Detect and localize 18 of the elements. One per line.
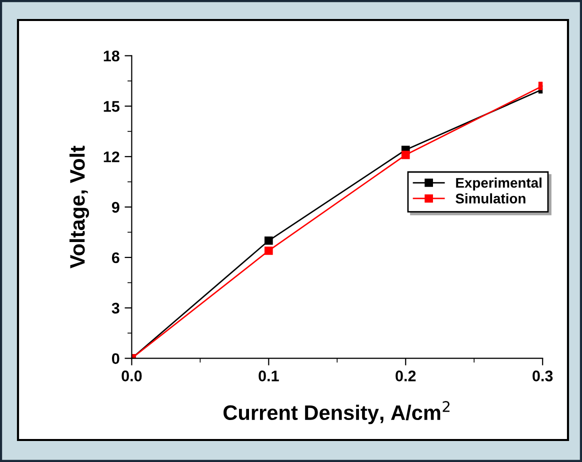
point: [264, 246, 273, 255]
y-tick-label: 0: [112, 353, 120, 364]
x-tick-label: 0.3: [532, 370, 553, 382]
y-tick-label: 18: [104, 50, 120, 62]
point: [401, 150, 410, 160]
x-tick-label: 0.2: [396, 370, 416, 382]
y-tick-label: 3: [112, 302, 120, 314]
y-tick-label: 6: [112, 252, 120, 264]
point: [264, 236, 273, 245]
x-axis-title: Current Density, A/cm$^{2}$: [224, 401, 450, 424]
y-tick-label: 15: [104, 101, 120, 112]
y-tick-label: 12: [104, 151, 120, 162]
y-axis-title: Voltage, Volt: [70, 146, 90, 268]
legend-label: Simulation: [456, 193, 526, 204]
x-tick-label: 0.0: [122, 370, 142, 382]
legend-label: Experimental: [456, 178, 542, 191]
y-tick-label: 9: [112, 202, 120, 213]
x-tick-label: 0.1: [258, 370, 279, 382]
